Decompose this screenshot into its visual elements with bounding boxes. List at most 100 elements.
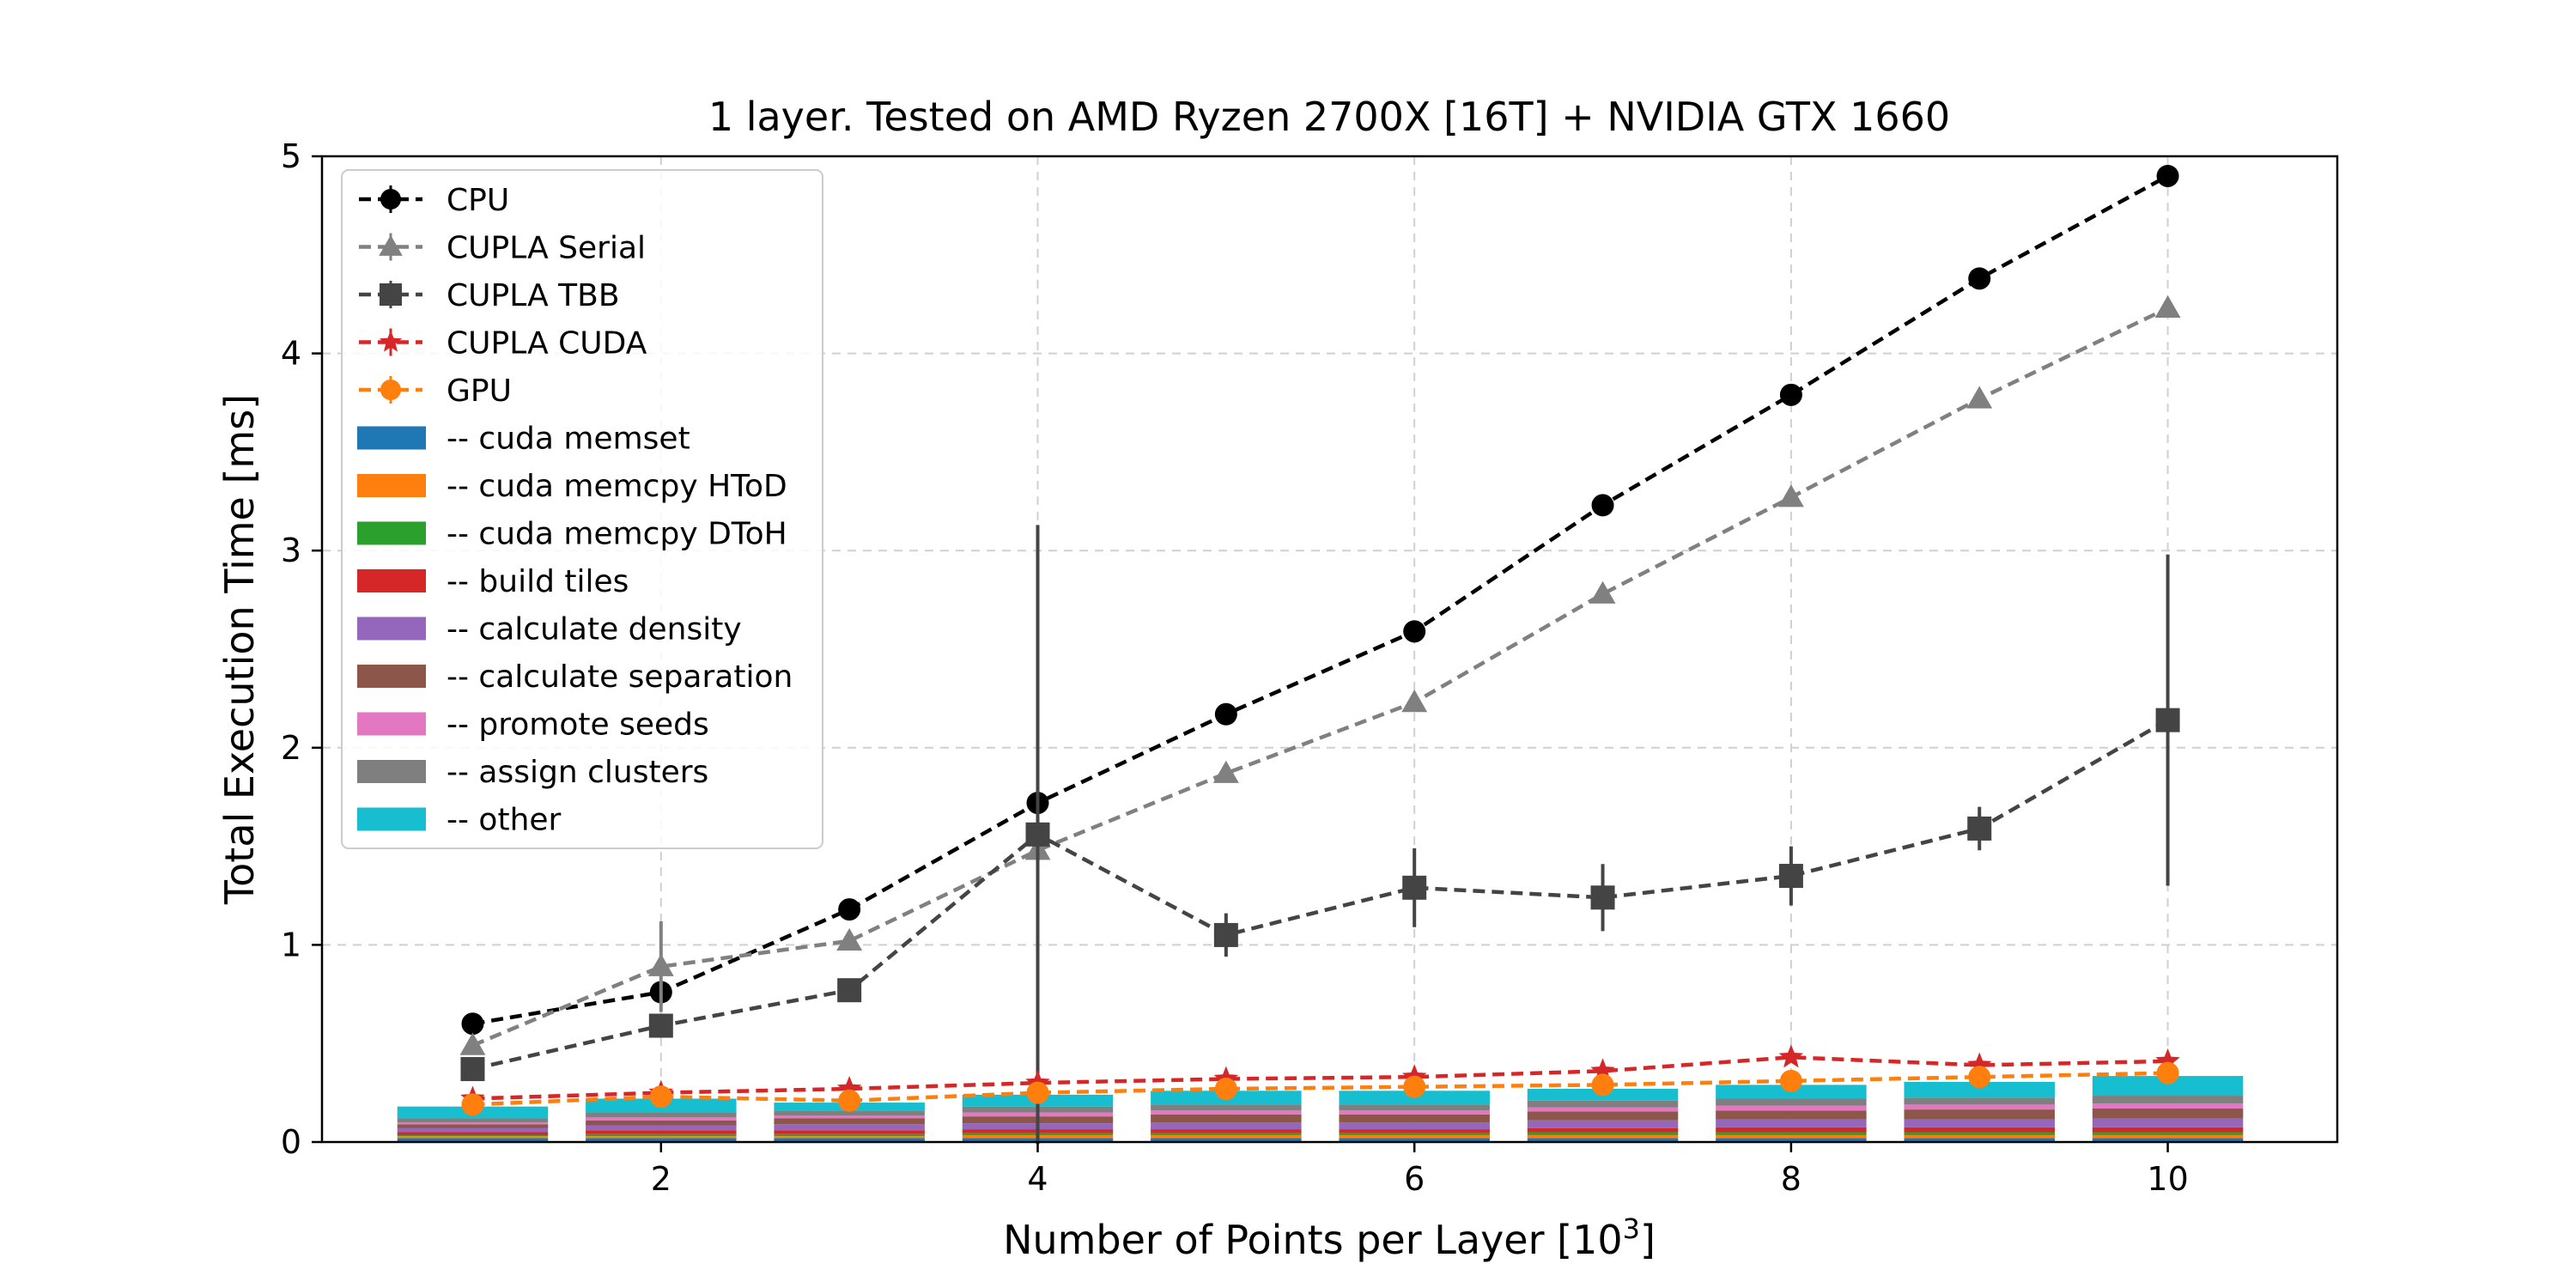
bar-segment <box>2092 1108 2244 1119</box>
legend-item: -- cuda memset <box>357 422 690 457</box>
bar-segment <box>586 1130 737 1134</box>
legend-item: CUPLA CUDA <box>359 326 647 361</box>
legend-label: -- build tiles <box>447 564 629 599</box>
bar-segment <box>1716 1134 1867 1139</box>
bar-segment <box>586 1138 737 1142</box>
data-point <box>2154 295 2181 319</box>
bar-segment <box>1904 1119 2055 1127</box>
bar-segment <box>1339 1104 1490 1111</box>
legend-swatch <box>357 569 426 592</box>
legend-swatch <box>357 474 426 497</box>
data-point <box>1214 702 1237 726</box>
bar-segment <box>586 1133 737 1137</box>
bar-segment <box>1527 1134 1679 1139</box>
data-point <box>1967 816 1992 841</box>
legend-label: CUPLA Serial <box>447 231 646 266</box>
data-point <box>1214 1078 1237 1101</box>
legend-swatch <box>357 617 426 641</box>
data-point <box>1402 875 1427 900</box>
data-point <box>2156 1061 2179 1084</box>
bar-segment <box>1904 1081 2055 1098</box>
legend-swatch <box>357 807 426 831</box>
data-point <box>1589 580 1616 604</box>
bar-segment <box>1527 1107 1679 1112</box>
data-point <box>647 953 674 976</box>
data-point <box>838 898 861 921</box>
legend-item: -- calculate separation <box>357 659 793 695</box>
data-point <box>1966 386 1993 409</box>
bar-segment <box>1339 1133 1490 1135</box>
data-point <box>836 1076 862 1100</box>
legend-label: -- assign clusters <box>447 755 708 790</box>
legend-swatch <box>357 760 426 783</box>
bar-segment <box>1904 1138 2055 1142</box>
bar-segment <box>1151 1114 1302 1123</box>
bar-segment <box>586 1136 737 1139</box>
legend-marker <box>380 380 401 400</box>
x-tick-label: 8 <box>1781 1160 1801 1198</box>
bar-segment <box>1339 1138 1490 1142</box>
bar-segment <box>1339 1134 1490 1139</box>
legend-item: -- cuda memcpy DToH <box>357 517 787 552</box>
bar-segment <box>2092 1118 2244 1127</box>
bar-segment <box>774 1124 925 1131</box>
data-point <box>1967 1052 1992 1076</box>
legend-item: CUPLA Serial <box>359 231 646 266</box>
series-gpu <box>461 1061 2179 1116</box>
data-point <box>836 927 863 951</box>
data-point <box>838 1089 861 1112</box>
bar-segment <box>586 1125 737 1131</box>
bar-segment <box>1716 1098 1867 1106</box>
bar-segment <box>397 1122 549 1125</box>
data-point <box>1591 1073 1614 1097</box>
bar-segment <box>1904 1132 2055 1135</box>
bar-segment <box>1904 1134 2055 1139</box>
x-axis-label: Number of Points per Layer [103] <box>1003 1212 1656 1263</box>
x-tick-label: 10 <box>2147 1160 2188 1198</box>
y-tick-label: 1 <box>281 926 301 963</box>
bar-segment <box>397 1134 549 1137</box>
bar-segment <box>1527 1111 1679 1121</box>
bar-segment <box>774 1138 925 1142</box>
data-point <box>461 1012 484 1036</box>
bar-segment <box>774 1115 925 1119</box>
data-point <box>1591 494 1614 517</box>
data-point <box>648 1013 673 1038</box>
legend-label: -- cuda memset <box>447 422 690 457</box>
series-line <box>472 173 2169 1026</box>
bar-segment <box>774 1130 925 1134</box>
legend-label: -- cuda memcpy DToH <box>447 517 787 552</box>
bar-segment <box>1716 1138 1867 1142</box>
data-point <box>2155 1048 2180 1072</box>
bar-segment <box>1527 1120 1679 1128</box>
series-lines <box>459 164 2181 1145</box>
bar-segment <box>1716 1119 1867 1127</box>
legend-label: CUPLA CUDA <box>447 326 647 361</box>
data-point <box>1590 885 1615 910</box>
bar-segment <box>774 1110 925 1116</box>
data-point <box>1778 1044 1804 1068</box>
legend-label: -- calculate separation <box>447 659 793 695</box>
legend: CPU CUPLA Serial CUPLA TBB CUPLA CUDA GPU -- … <box>341 169 823 849</box>
y-tick-label: 0 <box>281 1123 301 1161</box>
y-tick-label: 3 <box>281 532 301 569</box>
bar-segment <box>586 1120 737 1126</box>
data-point <box>1025 822 1050 847</box>
legend-swatch <box>357 426 426 450</box>
legend-item: CPU <box>359 183 509 218</box>
bar-segment <box>397 1118 549 1123</box>
data-point <box>1968 267 1991 290</box>
bar-segment <box>1151 1129 1302 1133</box>
bar-segment <box>2092 1096 2244 1104</box>
legend-label: GPU <box>447 374 512 409</box>
legend-item: CUPLA TBB <box>359 278 620 313</box>
bar-segment <box>1151 1133 1302 1135</box>
bar-segment <box>1339 1110 1490 1115</box>
bar-segment <box>2092 1138 2244 1142</box>
x-tick-label: 6 <box>1404 1160 1425 1198</box>
bar-segment <box>1904 1109 2055 1120</box>
y-tick-label: 4 <box>281 335 301 373</box>
bar-segment <box>397 1136 549 1139</box>
bar-segment <box>586 1117 737 1121</box>
